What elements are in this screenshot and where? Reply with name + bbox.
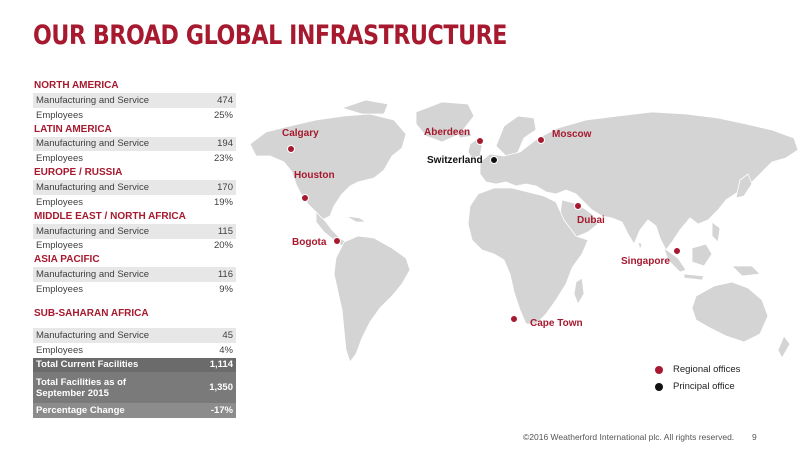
row-label: Manufacturing and Service xyxy=(36,225,150,237)
region-header: LATIN AMERICA xyxy=(34,123,112,135)
region-header: NORTH AMERICA xyxy=(34,80,119,91)
table-row: Manufacturing and Service 115 xyxy=(33,223,236,239)
landmass-new-zealand xyxy=(777,335,791,359)
row-value: 9% xyxy=(219,284,233,296)
city-cape-town: Cape Town xyxy=(530,318,583,329)
regional-dot-icon xyxy=(655,365,663,374)
row-label: Employees xyxy=(36,284,83,296)
region-header: ASIA PACIFIC xyxy=(34,254,100,266)
row-label: Employees xyxy=(36,109,83,121)
city-singapore: Singapore xyxy=(621,256,670,267)
table-row: Manufacturing and Service 474 xyxy=(33,93,236,108)
total-value: -17% xyxy=(210,405,233,417)
marker-houston xyxy=(301,194,309,202)
city-dubai: Dubai xyxy=(577,215,605,226)
row-value: 116 xyxy=(217,269,233,281)
total-label: Percentage Change xyxy=(36,405,125,417)
marker-switzerland xyxy=(490,156,498,164)
total-label: Total Current Facilities xyxy=(36,359,139,371)
landmass-caribbean xyxy=(345,215,367,223)
region-header: EUROPE / RUSSIA xyxy=(34,167,123,179)
total-row: Percentage Change -17% xyxy=(33,403,236,419)
row-value: 194 xyxy=(217,138,233,150)
total-value: 1,350 xyxy=(209,382,233,394)
row-label: Employees xyxy=(36,344,83,356)
row-label: Employees xyxy=(36,196,83,208)
total-row: Total Facilities as of September 2015 1,3… xyxy=(33,372,236,404)
legend-principal: Principal office xyxy=(655,378,740,395)
legend-regional-label: Regional offices xyxy=(673,364,741,375)
table-row: Manufacturing and Service 45 xyxy=(33,327,236,343)
page-number: 9 xyxy=(752,432,757,442)
legend-regional: Regional offices xyxy=(655,361,740,378)
total-row: Total Current Facilities 1,114 xyxy=(33,357,236,373)
marker-dubai xyxy=(574,202,582,210)
landmass-north-america xyxy=(249,113,407,221)
row-value: 45 xyxy=(222,329,233,341)
table-row: Employees 20% xyxy=(33,238,236,254)
legend-principal-label: Principal office xyxy=(673,381,735,392)
marker-moscow xyxy=(537,136,545,144)
city-houston: Houston xyxy=(294,170,335,181)
table-row: Employees 25% xyxy=(33,107,236,123)
row-label: Manufacturing and Service xyxy=(36,182,150,194)
landmass-new-guinea xyxy=(731,265,761,277)
principal-dot-icon xyxy=(655,382,663,391)
row-label: Manufacturing and Service xyxy=(36,329,150,341)
marker-bogota xyxy=(333,237,341,245)
row-value: 19% xyxy=(213,196,233,208)
row-value: 474 xyxy=(217,94,233,106)
landmass-eurasia xyxy=(479,111,799,251)
landmass-borneo xyxy=(691,243,713,267)
marker-singapore xyxy=(673,247,681,255)
page-title: OUR BROAD GLOBAL INFRASTRUCTURE xyxy=(33,20,508,51)
row-label: Employees xyxy=(36,153,83,165)
landmass-arctic-islands xyxy=(341,99,389,115)
row-value: 115 xyxy=(217,225,233,237)
landmass-africa xyxy=(467,187,589,325)
landmass-south-america xyxy=(333,235,411,363)
table-row: Manufacturing and Service 194 xyxy=(33,136,236,152)
copyright-footer: ©2016 Weatherford International plc. All… xyxy=(523,432,735,442)
table-row: Manufacturing and Service 170 xyxy=(33,180,236,195)
table-row: Employees 19% xyxy=(33,194,236,210)
table-row: Employees 9% xyxy=(33,282,236,297)
row-value: 170 xyxy=(217,182,233,194)
landmass-japan xyxy=(735,173,753,199)
table-row: Employees 4% xyxy=(33,342,236,358)
landmass-sri-lanka xyxy=(637,241,643,251)
row-label: Manufacturing and Service xyxy=(36,269,150,281)
landmass-philippines xyxy=(711,221,721,243)
row-label: Employees xyxy=(36,240,83,252)
landmass-madagascar xyxy=(573,277,585,305)
marker-calgary xyxy=(287,145,295,153)
row-value: 4% xyxy=(219,344,233,356)
landmass-sumatra xyxy=(663,247,687,273)
total-label: Total Facilities as of September 2015 xyxy=(36,376,127,399)
world-map xyxy=(249,99,799,363)
city-switzerland: Switzerland xyxy=(427,155,483,166)
row-value: 20% xyxy=(213,240,233,252)
table-row: Manufacturing and Service 116 xyxy=(33,267,236,283)
table-row: Employees 23% xyxy=(33,151,236,167)
marker-aberdeen xyxy=(476,137,484,145)
city-moscow: Moscow xyxy=(552,129,592,140)
marker-cape-town xyxy=(510,315,518,323)
row-value: 25% xyxy=(213,109,233,121)
row-label: Manufacturing and Service xyxy=(36,138,150,150)
region-header: MIDDLE EAST / NORTH AFRICA xyxy=(34,210,186,222)
total-value: 1,114 xyxy=(209,359,233,371)
city-calgary: Calgary xyxy=(282,128,319,139)
landmass-iceland xyxy=(455,129,473,139)
city-bogota: Bogota xyxy=(292,237,327,248)
landmass-australia xyxy=(691,281,769,343)
city-aberdeen: Aberdeen xyxy=(424,127,471,138)
landmass-java xyxy=(683,273,705,281)
row-value: 23% xyxy=(213,153,233,165)
map-legend: Regional offices Principal office xyxy=(655,361,740,395)
facilities-table: NORTH AMERICA Manufacturing and Service 4… xyxy=(33,79,236,419)
row-label: Manufacturing and Service xyxy=(36,94,150,106)
region-header: SUB-SAHARAN AFRICA xyxy=(34,307,149,319)
